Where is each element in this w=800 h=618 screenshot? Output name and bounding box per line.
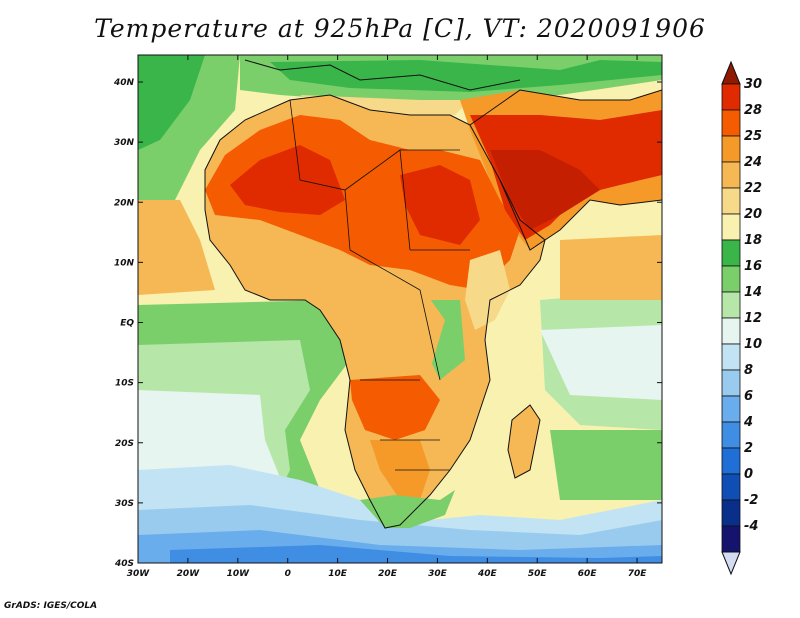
indian-ocean-south-green bbox=[550, 430, 662, 500]
colorbar-segment bbox=[721, 187, 741, 215]
angola-hot-region bbox=[350, 375, 440, 440]
lon-tick-label: 10E bbox=[328, 569, 348, 579]
lon-tick-label: 20W bbox=[177, 569, 201, 579]
colorbar-label: 12 bbox=[744, 311, 762, 326]
colorbar-label: 20 bbox=[744, 207, 762, 222]
colorbar-segment bbox=[721, 135, 741, 163]
map-title: Temperature at 925hPa [C], VT: 202009190… bbox=[94, 14, 706, 43]
colorbar-segment bbox=[721, 343, 741, 371]
colorbar-segment bbox=[721, 421, 741, 449]
colorbar-label: 14 bbox=[744, 285, 762, 300]
lon-tick-label: 30W bbox=[127, 569, 151, 579]
map-frame bbox=[137, 54, 663, 564]
lat-tick-label: 20S bbox=[115, 439, 134, 449]
colorbar-label: 10 bbox=[744, 337, 762, 352]
colorbar-label: 16 bbox=[744, 259, 762, 274]
lat-tick-label: 30S bbox=[115, 499, 134, 509]
madagascar-coastline bbox=[507, 404, 541, 479]
colorbar-label: 18 bbox=[744, 233, 762, 248]
ethiopia-highlands bbox=[465, 250, 510, 330]
colorbar-label: 30 bbox=[744, 77, 762, 92]
colorbar-label: 2 bbox=[744, 441, 753, 456]
lat-tick-label: 10N bbox=[114, 258, 135, 268]
colorbar-segment bbox=[721, 161, 741, 189]
colorbar-label: -2 bbox=[744, 493, 758, 508]
colorbar-segment bbox=[721, 213, 741, 241]
colorbar-label: -4 bbox=[744, 519, 758, 534]
arabia-hottest bbox=[490, 150, 600, 230]
lat-tick-label: 30N bbox=[114, 138, 135, 148]
indian-ocean-pale bbox=[540, 325, 662, 400]
lat-tick-label: 10S bbox=[115, 379, 134, 389]
colorbar-segment bbox=[721, 473, 741, 501]
lon-tick-label: 20E bbox=[378, 569, 398, 579]
lat-tick-label: 40N bbox=[113, 78, 135, 88]
latitude-ticks: 40N 30N 20N 10N EQ 10S 20S 30S 40S bbox=[113, 78, 662, 569]
lon-tick-label: 0 bbox=[285, 569, 291, 579]
colorbar-segment bbox=[721, 265, 741, 293]
colorbar-segment bbox=[721, 83, 741, 111]
colorbar-label: 6 bbox=[744, 389, 753, 404]
colorbar-segment bbox=[721, 317, 741, 345]
colorbar-segment bbox=[721, 447, 741, 475]
colorbar-segment bbox=[721, 239, 741, 267]
colorbar-label: 0 bbox=[744, 467, 753, 482]
lat-tick-label: 20N bbox=[114, 198, 135, 208]
longitude-ticks: 30W 20W 10W 0 10E 20E 30E 40E 50E 60E 70E bbox=[127, 55, 647, 579]
africa-coastline bbox=[204, 94, 546, 529]
country-borders bbox=[289, 99, 470, 471]
south-africa-coast-green bbox=[360, 490, 455, 528]
lon-tick-label: 50E bbox=[528, 569, 548, 579]
southern-ocean-deepblue bbox=[170, 545, 662, 563]
colorbar-label: 8 bbox=[744, 363, 753, 378]
lon-tick-label: 10W bbox=[227, 569, 251, 579]
arabian-sea-orange bbox=[560, 235, 662, 300]
arabia-south-coast bbox=[499, 179, 662, 251]
europe-dark-green bbox=[270, 60, 662, 92]
colorbar-label: 4 bbox=[743, 415, 753, 430]
colorbar-top-triangle bbox=[721, 60, 741, 85]
colorbar-segment bbox=[721, 109, 741, 137]
colorbar-segment bbox=[721, 525, 741, 553]
grads-credit: GrADS: IGES/COLA bbox=[4, 601, 98, 611]
lat-tick-label: EQ bbox=[120, 319, 134, 329]
arabia-north-coast bbox=[469, 89, 662, 126]
colorbar-segment bbox=[721, 499, 741, 527]
lon-tick-label: 40E bbox=[477, 569, 498, 579]
colorbar-label: 24 bbox=[744, 155, 762, 170]
colorbar-segment bbox=[721, 369, 741, 397]
colorbar-bottom-triangle bbox=[721, 551, 741, 576]
temperature-field bbox=[138, 55, 662, 563]
lat-tick-label: 40S bbox=[114, 559, 134, 569]
colorbar-segment bbox=[721, 291, 741, 319]
west-sahara-very-hot bbox=[230, 145, 345, 215]
colorbar-label: 22 bbox=[744, 181, 762, 196]
north-atlantic-dark-green bbox=[138, 55, 205, 150]
colorbar-segment bbox=[721, 395, 741, 423]
lon-tick-label: 30E bbox=[428, 569, 448, 579]
europe-coastline bbox=[244, 59, 521, 91]
congo-basin bbox=[340, 285, 445, 370]
lon-tick-label: 70E bbox=[628, 569, 648, 579]
coastlines bbox=[204, 59, 662, 529]
colorbar-label: 25 bbox=[744, 129, 762, 144]
sudan-very-hot bbox=[400, 165, 480, 245]
tropical-atlantic-orange bbox=[138, 200, 215, 295]
lon-tick-label: 60E bbox=[578, 569, 598, 579]
colorbar-label: 28 bbox=[744, 103, 762, 118]
